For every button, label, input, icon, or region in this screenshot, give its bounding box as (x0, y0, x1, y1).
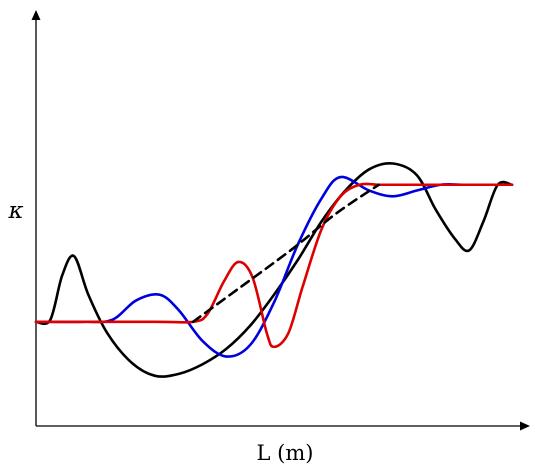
series-line-1 (34, 162, 514, 378)
series-layer (34, 162, 514, 378)
series-dashed-line (191, 183, 381, 324)
x-axis-label: L (m) (257, 441, 314, 465)
x-axis-arrow (520, 421, 530, 431)
y-axis-label: κ (7, 198, 23, 224)
series-line-3 (34, 182, 514, 349)
series-line-2 (34, 175, 514, 358)
y-axis-arrow (31, 10, 41, 20)
